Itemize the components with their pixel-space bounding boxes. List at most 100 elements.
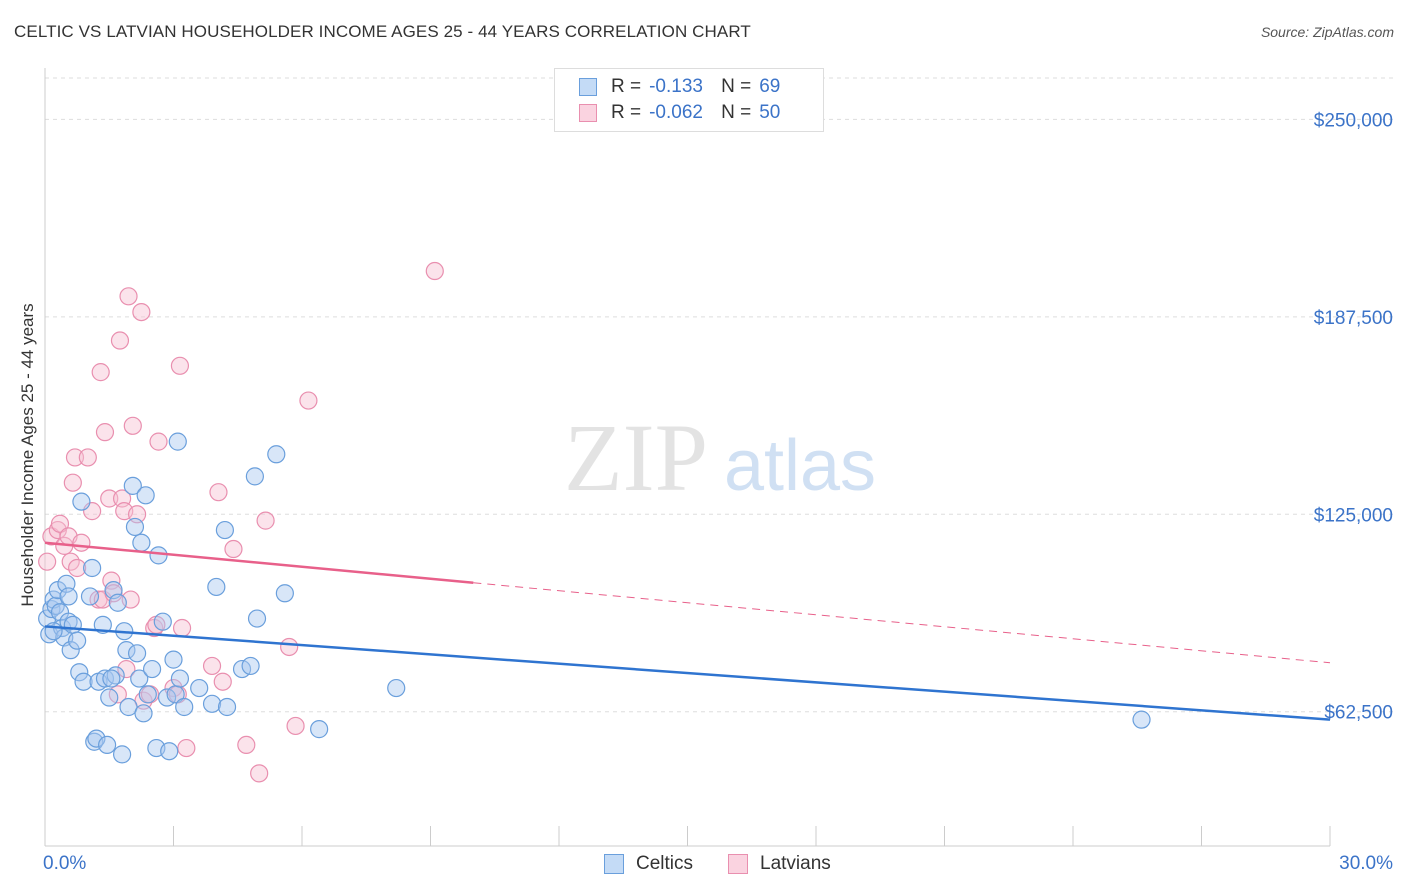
latvians-point — [177, 738, 196, 758]
latvians-point — [72, 533, 91, 552]
celtics-point — [80, 587, 100, 606]
latvians-trend-line-extension — [473, 582, 1331, 664]
watermark-zip: ZIP — [564, 404, 708, 511]
celtics-point — [215, 520, 234, 540]
bottom-celtics-swatch — [604, 854, 624, 874]
celtics-point — [190, 678, 209, 698]
latvians-point — [117, 659, 136, 679]
celtics-point — [100, 688, 119, 707]
celtics-point — [123, 476, 142, 495]
celtics-point — [170, 669, 190, 688]
latvians-point — [68, 558, 87, 578]
celtics-point — [142, 659, 162, 679]
celtics-point — [117, 641, 136, 660]
latvians-point — [149, 432, 168, 451]
celtics-n-value: 69 — [759, 76, 781, 97]
celtics-point — [59, 587, 78, 606]
celtics-trend-line — [44, 625, 1331, 721]
celtics-point — [70, 663, 89, 682]
celtics-point — [138, 685, 157, 704]
latvians-point — [91, 363, 110, 382]
celtics-point — [74, 672, 93, 691]
celtics-point — [202, 694, 222, 713]
latvians-point — [237, 735, 256, 755]
latvians-point — [256, 511, 275, 530]
latvians-point — [110, 331, 130, 350]
celtics-point — [132, 533, 151, 552]
bottom-celtics-label: Celtics — [636, 853, 694, 874]
latvians-n-value: 50 — [759, 102, 781, 123]
celtics-point — [267, 445, 286, 464]
chart-title: CELTIC VS LATVIAN HOUSEHOLDER INCOME AGE… — [14, 22, 751, 41]
y-tick-label: $125,000 — [1314, 505, 1393, 526]
celtics-point — [175, 697, 194, 717]
latvians-point — [286, 716, 305, 736]
watermark-atlas: atlas — [724, 426, 876, 506]
latvians-point — [280, 637, 299, 657]
celtics-point — [245, 467, 264, 486]
latvians-point — [132, 302, 151, 322]
latvians-point — [119, 287, 138, 306]
celtics-point — [98, 735, 117, 755]
celtics-point — [87, 729, 106, 748]
celtics-point — [168, 432, 187, 451]
celtics-point — [68, 631, 87, 650]
celtics-points — [38, 432, 1151, 764]
latvians-points — [38, 261, 444, 783]
latvians-point — [425, 261, 444, 281]
celtics-point — [160, 742, 179, 761]
latvians-r-value: -0.062 — [649, 102, 703, 123]
celtics-r-value: -0.133 — [649, 76, 703, 97]
latvians-point — [213, 672, 232, 691]
celtics-point — [217, 697, 237, 717]
celtics-point — [61, 641, 80, 660]
bottom-latvians-swatch — [728, 854, 748, 874]
celtics-swatch — [579, 78, 597, 96]
latvians-point — [170, 356, 190, 375]
celtics-point — [108, 593, 127, 612]
celtics-point — [164, 650, 183, 669]
x-tick-label: 30.0% — [1339, 853, 1393, 874]
celtics-point — [63, 615, 82, 634]
latvians-point — [63, 473, 82, 492]
celtics-point — [125, 517, 145, 537]
latvians-point — [78, 448, 97, 467]
latvians-point — [50, 514, 70, 533]
celtics-r-label: R = — [611, 76, 642, 97]
latvians-point — [123, 416, 142, 435]
source-label: Source: ZipAtlas.com — [1260, 24, 1394, 40]
latvians-point — [209, 483, 228, 502]
latvians-point — [100, 489, 119, 508]
bottom-legend-celtics: Celtics — [604, 852, 693, 876]
celtics-point — [1132, 710, 1151, 729]
celtics-point — [149, 546, 168, 565]
celtics-point — [207, 577, 226, 597]
latvians-point — [224, 539, 243, 559]
latvians-swatch — [579, 104, 597, 122]
celtics-point — [134, 704, 153, 723]
latvians-point — [202, 656, 222, 676]
latvians-point — [172, 618, 192, 638]
celtics-point — [153, 612, 172, 631]
latvians-point — [65, 448, 85, 467]
latvians-point — [250, 764, 269, 783]
x-tick-labels: 0.0% 30.0% — [43, 853, 1393, 874]
celtics-point — [102, 669, 121, 688]
y-tick-label: $250,000 — [1314, 110, 1393, 131]
celtics-point — [275, 584, 294, 603]
celtics-point — [241, 656, 260, 676]
latvians-trend-line — [44, 541, 474, 584]
celtics-point — [136, 486, 155, 505]
celtics-n-label: N = — [721, 76, 752, 97]
celtics-point — [112, 745, 132, 764]
y-tick-label: $62,500 — [1324, 703, 1393, 724]
celtics-point — [95, 669, 115, 688]
axes — [44, 68, 1331, 847]
celtics-point — [387, 678, 406, 698]
latvians-point — [299, 391, 318, 410]
latvians-point — [38, 552, 57, 571]
latvians-point — [95, 423, 115, 442]
celtics-point — [310, 720, 329, 739]
trend-lines — [44, 541, 1331, 721]
